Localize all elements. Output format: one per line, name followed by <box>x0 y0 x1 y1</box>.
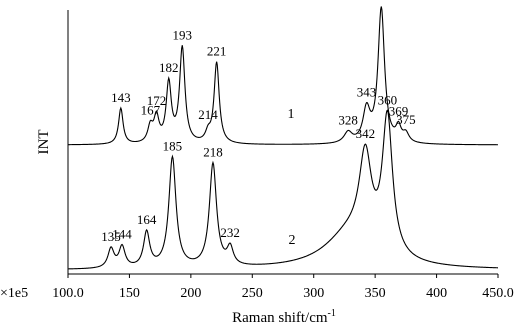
series-1-line <box>68 6 498 146</box>
peak-label: 369 <box>389 103 409 118</box>
x-axis-title-superscript: -1 <box>328 308 336 319</box>
x-tick-label: 300 <box>303 286 324 301</box>
peak-label: 375 <box>396 112 416 127</box>
x-tick-label: 150 <box>119 286 140 301</box>
curve-labels: 12 <box>288 107 296 248</box>
peak-label: 342 <box>356 126 376 141</box>
y-axis-title: INT <box>36 130 52 155</box>
peak-label: 182 <box>159 60 179 75</box>
x-multiplier: ×1e5 <box>0 286 28 301</box>
x-tick-label: 100.0 <box>52 286 84 301</box>
peak-label: 193 <box>173 27 193 42</box>
peak-label: 232 <box>220 225 240 240</box>
peak-label: 167 <box>141 103 161 118</box>
peak-label: 164 <box>137 212 157 227</box>
x-tick-label: 250 <box>242 286 263 301</box>
series-layer <box>67 6 499 270</box>
x-tick-label: 200 <box>180 286 201 301</box>
peak-label: 328 <box>338 112 358 127</box>
x-tick-label: 400 <box>426 286 447 301</box>
peak-label: 144 <box>112 226 132 241</box>
x-ticks: 100.0 150 200 250 300 350 400 450.0 <box>52 274 514 301</box>
x-tick-label: 350 <box>365 286 386 301</box>
peak-label: 135 <box>101 229 121 244</box>
peak-label: 143 <box>111 90 131 105</box>
peak-label: 360 <box>378 92 398 107</box>
x-tick-label: 450.0 <box>482 286 514 301</box>
peak-label: 172 <box>147 93 167 108</box>
curve-label-2: 2 <box>289 233 296 248</box>
x-axis-title: Raman shift/cm-1 <box>232 308 336 326</box>
peak-label: 221 <box>207 44 227 59</box>
x-axis-title-main: Raman shift/cm <box>232 310 328 326</box>
peak-label: 343 <box>357 85 377 100</box>
peak-label: 185 <box>163 138 183 153</box>
curve-label-1: 1 <box>288 107 295 122</box>
series-2-line <box>67 109 499 270</box>
peak-label: 214 <box>198 107 218 122</box>
peak-label: 218 <box>203 145 223 160</box>
